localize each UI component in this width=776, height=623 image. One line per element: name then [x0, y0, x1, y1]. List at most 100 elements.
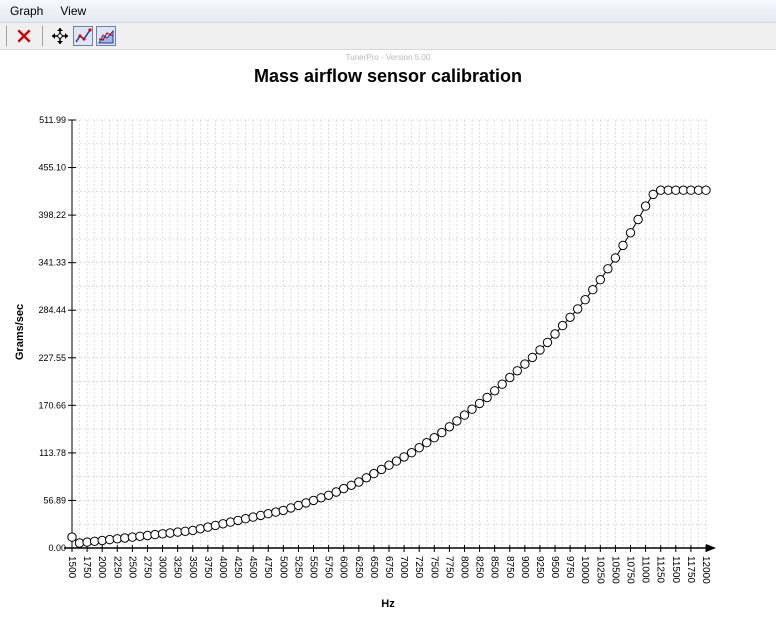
y-tick-label: 56.89: [43, 495, 66, 505]
line-graph-button[interactable]: [73, 26, 93, 46]
x-tick-label: 6500: [368, 556, 379, 579]
toolbar: [0, 23, 776, 50]
x-tick-label: 5750: [323, 556, 334, 579]
x-tick-label: 8000: [458, 556, 469, 579]
move-crosshair-icon: [52, 28, 68, 44]
data-point: [376, 464, 387, 475]
data-point: [74, 538, 85, 548]
x-axis-ticks: 1500 1750 2000 2250 2500 2750 3000 3250 3500 3750…: [66, 545, 711, 584]
data-point: [323, 490, 334, 500]
data-point: [218, 519, 228, 529]
close-graph-button[interactable]: [14, 26, 34, 46]
x-tick-label: 10250: [594, 556, 605, 584]
x-tick-label: 8500: [489, 556, 500, 579]
data-point: [406, 448, 417, 458]
y-tick-label: 227.55: [38, 353, 66, 363]
data-point: [467, 404, 477, 414]
data-point: [180, 526, 190, 536]
data-point: [512, 366, 522, 376]
x-tick-label: 3250: [172, 556, 183, 579]
series-line: [71, 189, 706, 544]
x-tick-label: 4250: [232, 556, 243, 579]
data-point: [67, 532, 77, 542]
x-tick-label: 2750: [141, 556, 152, 579]
x-tick-label: 4000: [217, 556, 228, 579]
x-tick-label: 11750: [685, 556, 696, 584]
x-tick-label: 2500: [126, 556, 137, 579]
grid: [72, 119, 707, 549]
data-point: [497, 379, 507, 389]
data-point: [89, 536, 100, 546]
data-point: [474, 398, 485, 409]
data-points: [67, 185, 711, 548]
data-point: [603, 264, 613, 274]
x-tick-label: 7250: [413, 556, 424, 579]
x-tick-label: 4750: [262, 556, 273, 579]
x-tick-label: 7000: [398, 556, 409, 579]
x-tick-label: 3000: [157, 556, 168, 579]
data-point: [482, 392, 492, 403]
data-point: [557, 320, 568, 331]
x-axis-arrow: [706, 544, 716, 552]
data-point: [120, 533, 130, 543]
data-point: [165, 528, 175, 538]
data-point: [384, 460, 394, 470]
y-tick-label: 341.33: [38, 258, 66, 268]
toolbar-separator: [42, 26, 43, 46]
x-tick-label: 9750: [564, 556, 575, 579]
menu-view[interactable]: View: [60, 4, 87, 18]
x-tick-label: 9000: [519, 556, 530, 579]
data-point: [429, 433, 439, 443]
data-point: [565, 312, 575, 322]
data-point: [520, 359, 530, 369]
x-tick-label: 1750: [81, 556, 92, 579]
y-tick-label: 170.66: [38, 400, 66, 410]
data-point: [550, 329, 560, 339]
x-tick-label: 5000: [277, 556, 288, 579]
data-point: [195, 524, 206, 534]
airflow-chart: TunerPro - Version 5.00 Mass airflow sen…: [14, 53, 716, 610]
y-tick-label: 0.00: [48, 543, 66, 553]
y-tick-label: 284.44: [38, 305, 66, 315]
x-tick-label: 3750: [202, 556, 213, 579]
x-tick-label: 4500: [247, 556, 258, 579]
x-tick-label: 8750: [504, 556, 515, 579]
data-point: [633, 214, 643, 225]
data-point: [225, 517, 236, 527]
line-graph-icon: [75, 28, 92, 43]
x-tick-label: 8250: [474, 556, 485, 579]
y-tick-label: 398.22: [38, 210, 66, 220]
watermark: TunerPro - Version 5.00: [346, 53, 431, 62]
data-point: [625, 228, 636, 238]
data-point: [701, 185, 711, 195]
data-point: [648, 189, 658, 200]
data-point: [437, 427, 447, 438]
data-point: [610, 253, 621, 263]
data-point: [105, 534, 115, 545]
menu-graph[interactable]: Graph: [10, 4, 44, 18]
x-tick-label: 2000: [96, 556, 107, 579]
x-tick-label: 11250: [655, 556, 666, 584]
data-point: [640, 201, 651, 211]
x-axis-label: Hz: [381, 598, 395, 610]
data-point: [248, 512, 258, 522]
red-x-icon: [17, 29, 31, 43]
data-point: [203, 522, 213, 532]
x-tick-label: 2250: [111, 556, 122, 579]
data-point: [444, 422, 455, 432]
data-point: [150, 529, 160, 540]
x-tick-label: 6000: [338, 556, 349, 579]
data-point: [542, 337, 553, 348]
data-point: [233, 515, 243, 526]
x-tick-label: 3500: [187, 556, 198, 579]
area-graph-button[interactable]: [96, 26, 116, 46]
x-tick-label: 6750: [383, 556, 394, 579]
data-point: [588, 285, 598, 295]
x-tick-label: 9500: [549, 556, 560, 579]
x-tick-label: 6250: [353, 556, 364, 579]
move-button[interactable]: [50, 26, 70, 46]
x-tick-label: 12000: [700, 556, 711, 584]
data-point: [527, 352, 538, 363]
data-point: [573, 304, 583, 314]
x-tick-label: 11500: [670, 556, 681, 584]
